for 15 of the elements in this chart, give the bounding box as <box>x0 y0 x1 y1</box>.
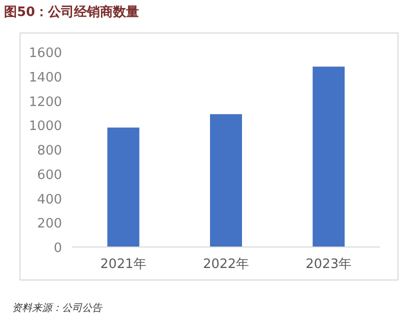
y-tick-label: 1600 <box>28 46 62 61</box>
y-tick-label: 200 <box>37 216 62 232</box>
x-tick-label: 2023年 <box>306 257 352 272</box>
x-tick-label: 2022年 <box>202 257 250 272</box>
x-tick-label: 2021年 <box>100 257 146 272</box>
plot: 0 200 400 600 800 1000 1200 1400 1600 2021年 2022年 2023年 <box>28 46 380 272</box>
text: 资料来源：公司公告 <box>12 302 103 314</box>
y-tick-label: 400 <box>37 192 62 208</box>
y-tick-label: 1200 <box>28 94 62 110</box>
y-tick-label: 800 <box>37 144 62 158</box>
title: 图50：公司经销商数量 <box>4 5 140 20</box>
y-tick-label: 1000 <box>28 119 62 134</box>
y-tick-label: 600 <box>37 168 62 183</box>
y-tick-label: 1400 <box>28 70 62 86</box>
y-tick-label: 0 <box>54 241 62 256</box>
